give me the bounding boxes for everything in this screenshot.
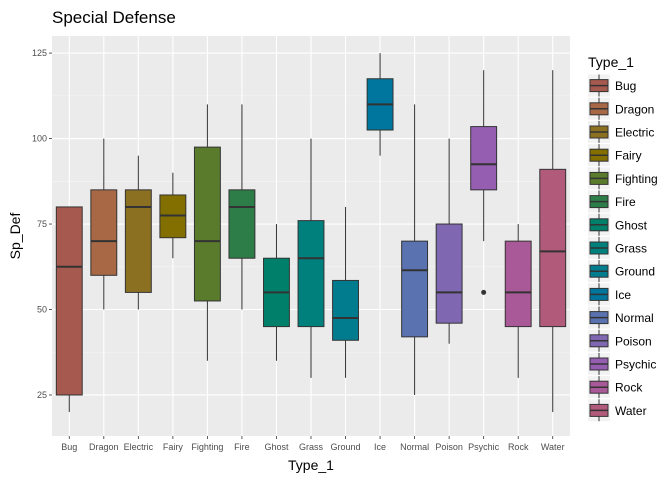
legend-label: Fairy xyxy=(615,149,642,163)
x-tick-label: Rock xyxy=(508,442,529,452)
legend-label: Fire xyxy=(615,195,636,209)
box-normal xyxy=(401,104,429,395)
box-fairy xyxy=(159,172,187,259)
x-axis: Bug Dragon Electric Fairy Fighting Fire Ghost G… xyxy=(61,436,565,452)
x-tick-label: Electric xyxy=(124,442,154,452)
x-tick-label: Poison xyxy=(435,442,463,452)
legend-item-fairy: Fairy xyxy=(588,144,642,167)
box-iqr xyxy=(90,189,118,276)
y-axis-title: Sp_Def xyxy=(7,213,23,260)
outlier-point xyxy=(481,289,487,295)
y-tick-label: 50 xyxy=(37,305,47,315)
legend-label: Normal xyxy=(615,311,654,325)
legend-item-ghost: Ghost xyxy=(588,213,648,236)
legend-item-ground: Ground xyxy=(588,260,655,283)
box-iqr xyxy=(470,126,498,191)
y-tick-label: 100 xyxy=(32,134,47,144)
legend-item-normal: Normal xyxy=(588,306,654,329)
box-ghost xyxy=(263,224,290,361)
legend-label: Poison xyxy=(615,334,652,348)
legend-item-water: Water xyxy=(588,399,647,422)
legend-label: Ground xyxy=(615,265,655,279)
box-iqr xyxy=(435,223,463,324)
box-water xyxy=(539,70,567,413)
y-tick-label: 25 xyxy=(37,390,47,400)
x-tick-label: Fighting xyxy=(191,442,223,452)
y-tick-label: 75 xyxy=(37,219,47,229)
box-psychic xyxy=(470,70,498,295)
x-tick-label: Water xyxy=(541,442,565,452)
box-iqr xyxy=(401,240,429,338)
legend-label: Ghost xyxy=(615,218,648,232)
y-axis: 25 50 75 100 125 xyxy=(32,48,52,400)
legend-label: Bug xyxy=(615,79,636,93)
legend-label: Rock xyxy=(615,381,643,395)
x-tick-label: Ghost xyxy=(264,442,289,452)
box-iqr xyxy=(504,240,532,328)
legend-item-grass: Grass xyxy=(588,236,647,259)
box-ice xyxy=(366,53,394,156)
legend-label: Electric xyxy=(615,126,654,140)
legend-item-bug: Bug xyxy=(588,74,636,97)
box-fighting xyxy=(193,104,221,361)
legend-item-dragon: Dragon xyxy=(588,97,654,120)
legend-item-electric: Electric xyxy=(588,120,654,143)
box-iqr xyxy=(332,279,359,341)
box-dragon xyxy=(90,138,118,310)
legend-label: Fighting xyxy=(615,172,658,186)
x-tick-label: Fairy xyxy=(163,442,183,452)
x-tick-label: Psychic xyxy=(468,442,500,452)
legend-item-fire: Fire xyxy=(588,190,636,213)
x-axis-title: Type_1 xyxy=(288,457,334,473)
chart-title: Special Defense xyxy=(52,8,176,27)
legend-item-rock: Rock xyxy=(588,376,643,399)
legend: Type_1 Bug Dragon Electric Fairy Fighting Fir… xyxy=(588,54,658,422)
box-bug xyxy=(55,206,83,413)
legend-label: Psychic xyxy=(615,358,656,372)
box-iqr xyxy=(55,206,83,396)
box-iqr xyxy=(539,168,567,328)
legend-title: Type_1 xyxy=(588,54,634,70)
box-poison xyxy=(435,138,463,344)
box-grass xyxy=(297,138,325,378)
x-tick-label: Fire xyxy=(234,442,250,452)
box-electric xyxy=(124,155,152,310)
x-tick-label: Dragon xyxy=(89,442,119,452)
y-tick-label: 125 xyxy=(32,48,47,58)
legend-label: Dragon xyxy=(615,102,654,116)
legend-item-ice: Ice xyxy=(588,283,631,306)
x-tick-label: Ground xyxy=(331,442,361,452)
legend-label: Ice xyxy=(615,288,631,302)
boxes xyxy=(55,53,567,413)
box-iqr xyxy=(228,189,256,259)
box-ground xyxy=(332,206,359,378)
x-tick-label: Normal xyxy=(400,442,429,452)
x-tick-label: Bug xyxy=(61,442,77,452)
legend-item-fighting: Fighting xyxy=(588,167,658,190)
x-tick-label: Grass xyxy=(299,442,324,452)
legend-label: Grass xyxy=(615,242,647,256)
legend-item-poison: Poison xyxy=(588,329,652,352)
x-tick-label: Ice xyxy=(374,442,386,452)
box-iqr xyxy=(193,146,221,302)
legend-item-psychic: Psychic xyxy=(588,352,656,375)
box-fire xyxy=(228,104,256,310)
box-rock xyxy=(504,224,532,378)
legend-label: Water xyxy=(615,404,647,418)
box-iqr xyxy=(124,189,152,293)
box-iqr xyxy=(297,220,325,328)
